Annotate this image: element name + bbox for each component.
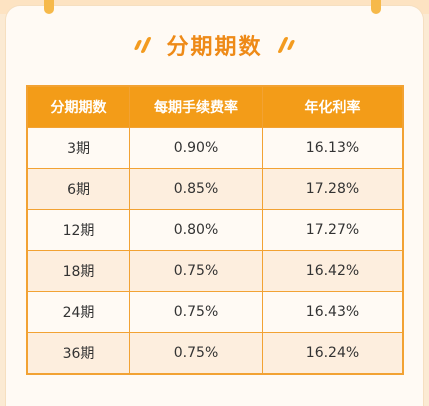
cell-periods: 18期 (26, 250, 131, 292)
cell-periods: 24期 (26, 291, 131, 333)
column-header-periods: 分期期数 (26, 85, 131, 128)
cell-periods: 6期 (26, 168, 131, 210)
cell-fee-rate: 0.90% (129, 127, 263, 169)
table-header-row: 分期期数 每期手续费率 年化利率 (26, 85, 404, 128)
installment-rate-table: 分期期数 每期手续费率 年化利率 3期 0.90% 16.13% 6期 0.85… (26, 85, 404, 375)
table-row: 6期 0.85% 17.28% (26, 168, 404, 210)
cell-annual-rate: 16.42% (261, 250, 404, 292)
cell-annual-rate: 17.27% (261, 209, 404, 251)
title-block: 分期期数 (0, 30, 429, 60)
table-row: 18期 0.75% 16.42% (26, 250, 404, 292)
cell-fee-rate: 0.75% (129, 291, 263, 333)
page-title: 分期期数 (166, 35, 263, 60)
cell-annual-rate: 16.43% (261, 291, 404, 333)
cell-fee-rate: 0.75% (129, 250, 263, 292)
cell-periods: 36期 (26, 332, 131, 375)
table-row: 3期 0.90% 16.13% (26, 127, 404, 169)
column-header-annual-rate: 年化利率 (261, 85, 404, 128)
cell-annual-rate: 16.24% (261, 332, 404, 375)
cell-periods: 12期 (26, 209, 131, 251)
cell-fee-rate: 0.85% (129, 168, 263, 210)
table-row: 24期 0.75% 16.43% (26, 291, 404, 333)
title-decoration-right-icon (276, 37, 295, 53)
table-row: 12期 0.80% 17.27% (26, 209, 404, 251)
table-row: 36期 0.75% 16.24% (26, 332, 404, 375)
cell-periods: 3期 (26, 127, 131, 169)
cell-annual-rate: 17.28% (261, 168, 404, 210)
cell-fee-rate: 0.75% (129, 332, 263, 375)
binder-tab-right (371, 0, 381, 14)
title-decoration-left-icon (134, 37, 153, 53)
binder-tab-left (44, 0, 54, 14)
cell-annual-rate: 16.13% (261, 127, 404, 169)
column-header-fee-rate: 每期手续费率 (129, 85, 263, 128)
cell-fee-rate: 0.80% (129, 209, 263, 251)
